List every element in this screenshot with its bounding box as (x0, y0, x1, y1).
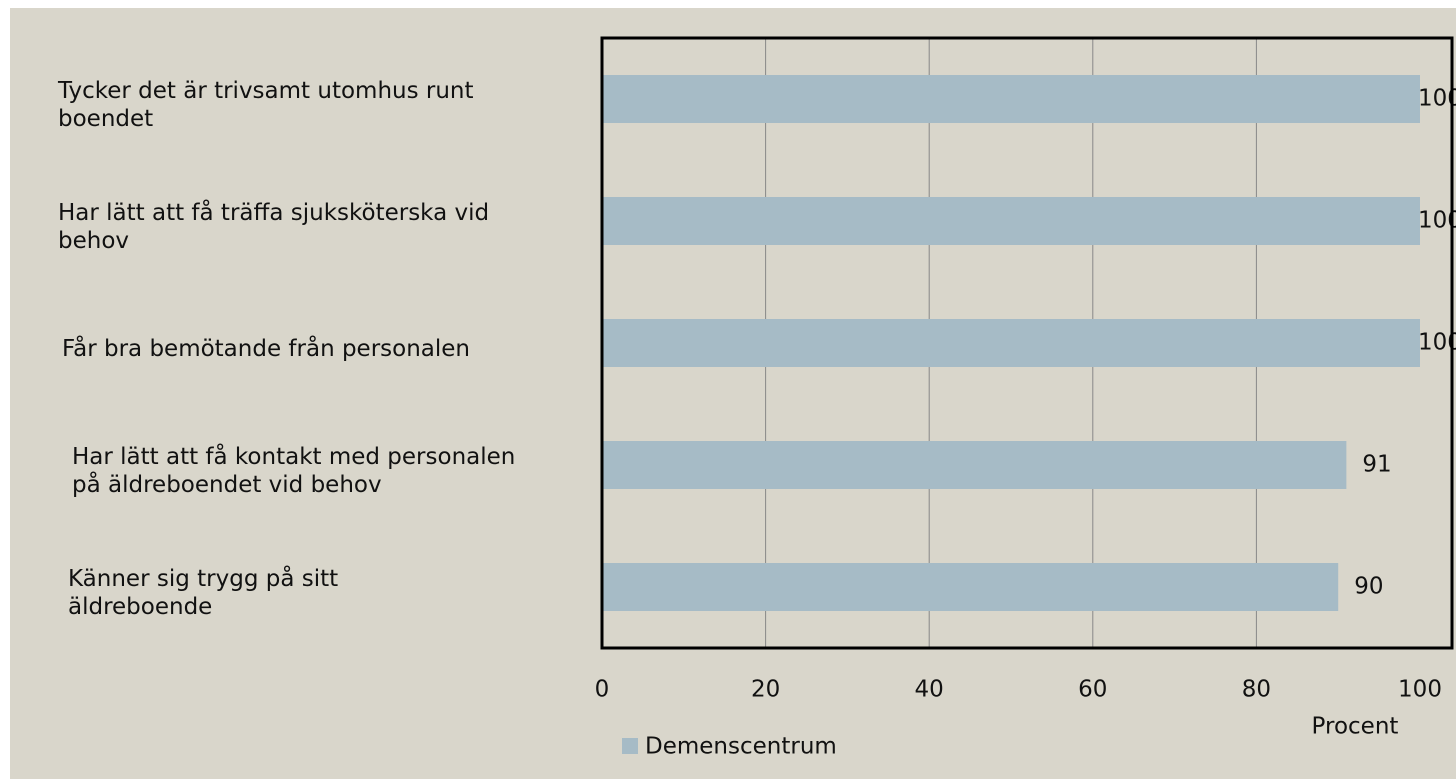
x-tick-label: 0 (595, 677, 610, 703)
value-label: 100 (1418, 208, 1456, 234)
y-tick-label: Har lätt att få träffa sjuksköterska vid… (58, 200, 490, 254)
x-axis-label: Procent (1312, 714, 1399, 740)
bar (602, 197, 1420, 245)
x-tick-label: 80 (1242, 677, 1271, 703)
value-label: 100 (1418, 330, 1456, 356)
x-tick-label: 60 (1078, 677, 1107, 703)
legend-swatch (622, 738, 638, 754)
y-tick-label: Tycker det är trivsamt utomhus runt boen… (58, 78, 474, 132)
background (10, 8, 1456, 779)
bar (602, 441, 1347, 489)
y-tick-label: Känner sig trygg på sitt äldreboende (68, 566, 339, 620)
x-tick-label: 100 (1398, 677, 1442, 703)
legend-label: Demenscentrum (645, 734, 837, 760)
value-label: 90 (1354, 574, 1383, 600)
x-tick-label: 20 (751, 677, 780, 703)
y-tick-label: Har lätt att få kontakt med personalen p… (72, 444, 516, 498)
y-tick-label: Får bra bemötande från personalen (62, 336, 471, 362)
plot-border (600, 36, 1454, 650)
bar (602, 75, 1420, 123)
bar (602, 563, 1339, 611)
x-tick-label: 40 (915, 677, 944, 703)
bar (602, 319, 1420, 367)
value-label: 100 (1418, 86, 1456, 112)
value-label: 91 (1362, 452, 1391, 478)
